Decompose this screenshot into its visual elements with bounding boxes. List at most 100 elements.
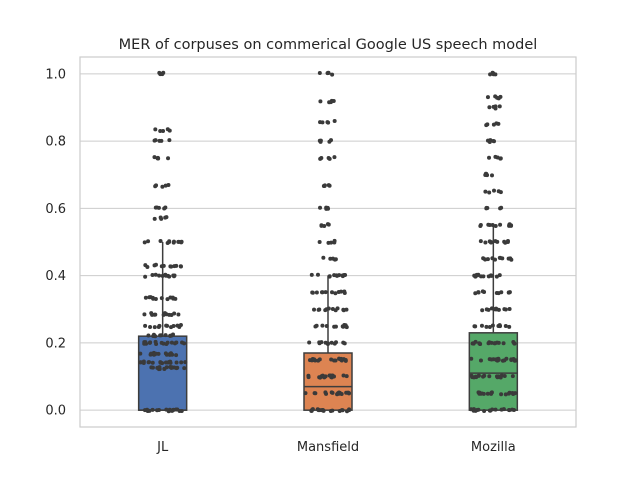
strip-point xyxy=(346,390,351,395)
strip-point xyxy=(164,341,169,346)
strip-point xyxy=(175,407,180,412)
strip-point xyxy=(168,365,173,370)
y-tick-label: 0.4 xyxy=(45,269,66,284)
strip-point xyxy=(174,360,179,365)
strip-point xyxy=(150,365,155,370)
strip-point xyxy=(478,223,483,228)
strip-point xyxy=(478,358,483,363)
strip-point xyxy=(485,138,490,143)
strip-point xyxy=(507,223,512,228)
strip-point xyxy=(481,374,486,379)
strip-point xyxy=(335,306,340,311)
strip-point xyxy=(343,324,348,329)
strip-point xyxy=(163,351,168,356)
strip-point xyxy=(163,333,168,338)
strip-point xyxy=(489,306,494,311)
strip-point xyxy=(168,360,173,365)
strip-point xyxy=(319,223,324,228)
strip-point xyxy=(143,274,148,279)
strip-point xyxy=(471,375,476,380)
strip-point xyxy=(153,262,158,267)
strip-point xyxy=(484,307,489,312)
strip-point xyxy=(479,323,484,328)
strip-point xyxy=(318,205,323,210)
strip-point xyxy=(343,273,348,278)
strip-point xyxy=(159,296,164,301)
strip-point xyxy=(490,70,495,75)
strip-point xyxy=(487,223,492,228)
strip-point xyxy=(471,341,476,346)
strip-point xyxy=(179,408,184,413)
strip-point xyxy=(497,273,502,278)
strip-point xyxy=(341,373,346,378)
strip-point xyxy=(487,325,492,330)
strip-point xyxy=(503,324,508,329)
strip-point xyxy=(327,183,332,188)
strip-point xyxy=(506,290,511,295)
strip-point xyxy=(325,71,330,76)
strip-point xyxy=(328,100,333,105)
strip-point xyxy=(315,407,320,412)
strip-point xyxy=(317,375,322,380)
strip-point xyxy=(165,323,170,328)
strip-point xyxy=(498,222,503,227)
strip-point xyxy=(504,356,509,361)
strip-point xyxy=(503,392,508,397)
strip-point xyxy=(497,104,502,109)
strip-point xyxy=(330,408,335,413)
strip-point xyxy=(493,307,498,312)
strip-point xyxy=(164,273,169,278)
strip-point xyxy=(498,156,503,161)
strip-point xyxy=(496,121,501,126)
strip-point xyxy=(156,365,161,370)
box-layer xyxy=(137,224,519,411)
strip-point xyxy=(179,360,184,365)
strip-point xyxy=(174,353,179,358)
strip-point xyxy=(318,156,323,161)
strip-point xyxy=(493,239,498,244)
strip-point xyxy=(506,391,511,396)
strip-point xyxy=(496,96,501,101)
strip-point xyxy=(484,324,489,329)
strip-point xyxy=(485,391,490,396)
strip-point xyxy=(480,308,485,313)
strip-point xyxy=(160,184,165,189)
strip-point xyxy=(507,306,512,311)
strip-point xyxy=(142,240,147,245)
box-iqr xyxy=(137,335,188,411)
strip-point xyxy=(483,240,488,245)
strip-point xyxy=(142,312,147,317)
strip-point xyxy=(332,257,337,262)
strip-point xyxy=(332,119,337,124)
strip-point xyxy=(329,340,334,345)
strip-point xyxy=(469,356,474,361)
strip-point xyxy=(503,240,508,245)
strip-point xyxy=(493,106,498,111)
y-tick-label: 0.8 xyxy=(45,135,66,150)
strip-point xyxy=(482,409,487,414)
strip-point xyxy=(161,128,166,133)
strip-point xyxy=(163,215,168,220)
strip-point xyxy=(327,274,332,279)
strip-point xyxy=(180,340,185,345)
strip-point xyxy=(163,360,168,365)
strip-point xyxy=(328,373,333,378)
strip-point xyxy=(146,333,151,338)
strip-point xyxy=(317,70,322,75)
strip-point xyxy=(169,264,174,269)
strip-point xyxy=(487,155,492,160)
strip-point xyxy=(159,340,164,345)
strip-point xyxy=(148,324,153,329)
box-iqr xyxy=(468,332,519,411)
strip-point xyxy=(340,408,345,413)
strip-point xyxy=(309,272,314,277)
strip-point xyxy=(489,340,494,345)
strip-point xyxy=(150,360,155,365)
strip-point xyxy=(330,307,335,312)
strip-point xyxy=(154,351,159,356)
strip-point xyxy=(489,240,494,245)
strip-point xyxy=(168,351,173,356)
strip-point xyxy=(332,341,337,346)
strip-point xyxy=(171,240,176,245)
strip-point xyxy=(314,323,319,328)
